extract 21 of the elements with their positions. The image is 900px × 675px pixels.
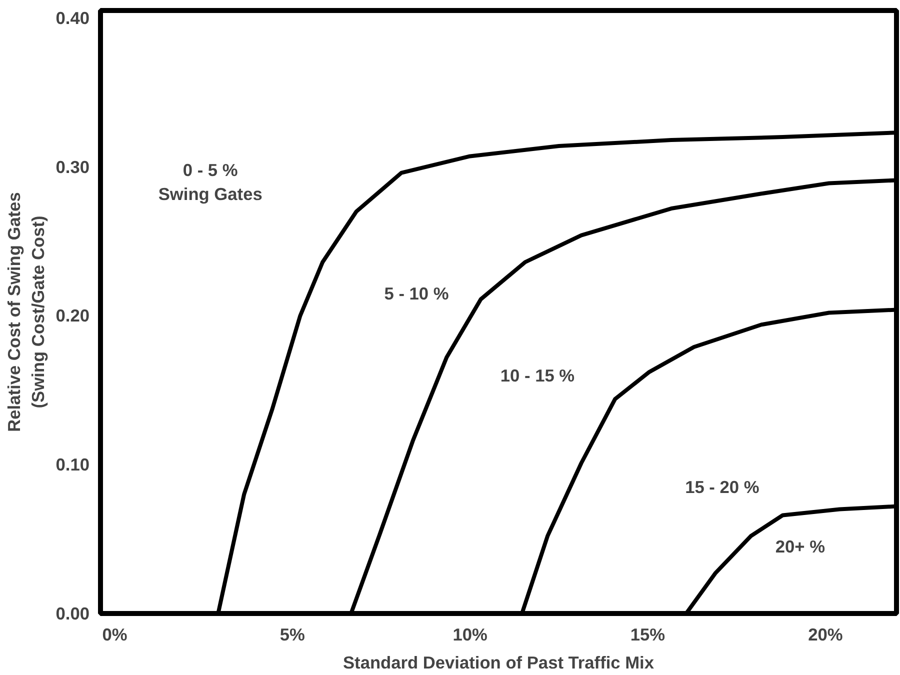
y-axis-title: Relative Cost of Swing Gates (Swing Cost/Gate Cost): [4, 192, 48, 432]
annotation: 15 - 20 %: [685, 476, 760, 497]
line-series: [216, 130, 896, 614]
line-series: [520, 308, 896, 614]
x-tick-label: 5%: [280, 624, 305, 644]
x-tick-label: 10%: [452, 624, 488, 644]
annotation: 10 - 15 %: [500, 365, 575, 386]
x-tick-label: 15%: [630, 624, 666, 644]
line-series: [349, 178, 896, 614]
annotation: 5 - 10 %: [384, 283, 449, 304]
x-tick-label: 0%: [102, 624, 128, 644]
y-tick-label: 0.00: [56, 604, 90, 624]
x-axis-title: Standard Deviation of Past Traffic Mix: [342, 652, 654, 672]
annotation: 20+ %: [775, 536, 825, 557]
line-series: [684, 504, 896, 614]
x-tick-label: 20%: [808, 624, 843, 644]
y-tick-label: 0.30: [56, 156, 90, 177]
y-tick-label: 0.10: [56, 454, 90, 475]
y-tick-label: 0.20: [56, 306, 90, 326]
annotation: 0 - 5 % Swing Gates: [158, 160, 262, 204]
y-tick-label: 0.40: [56, 8, 90, 28]
